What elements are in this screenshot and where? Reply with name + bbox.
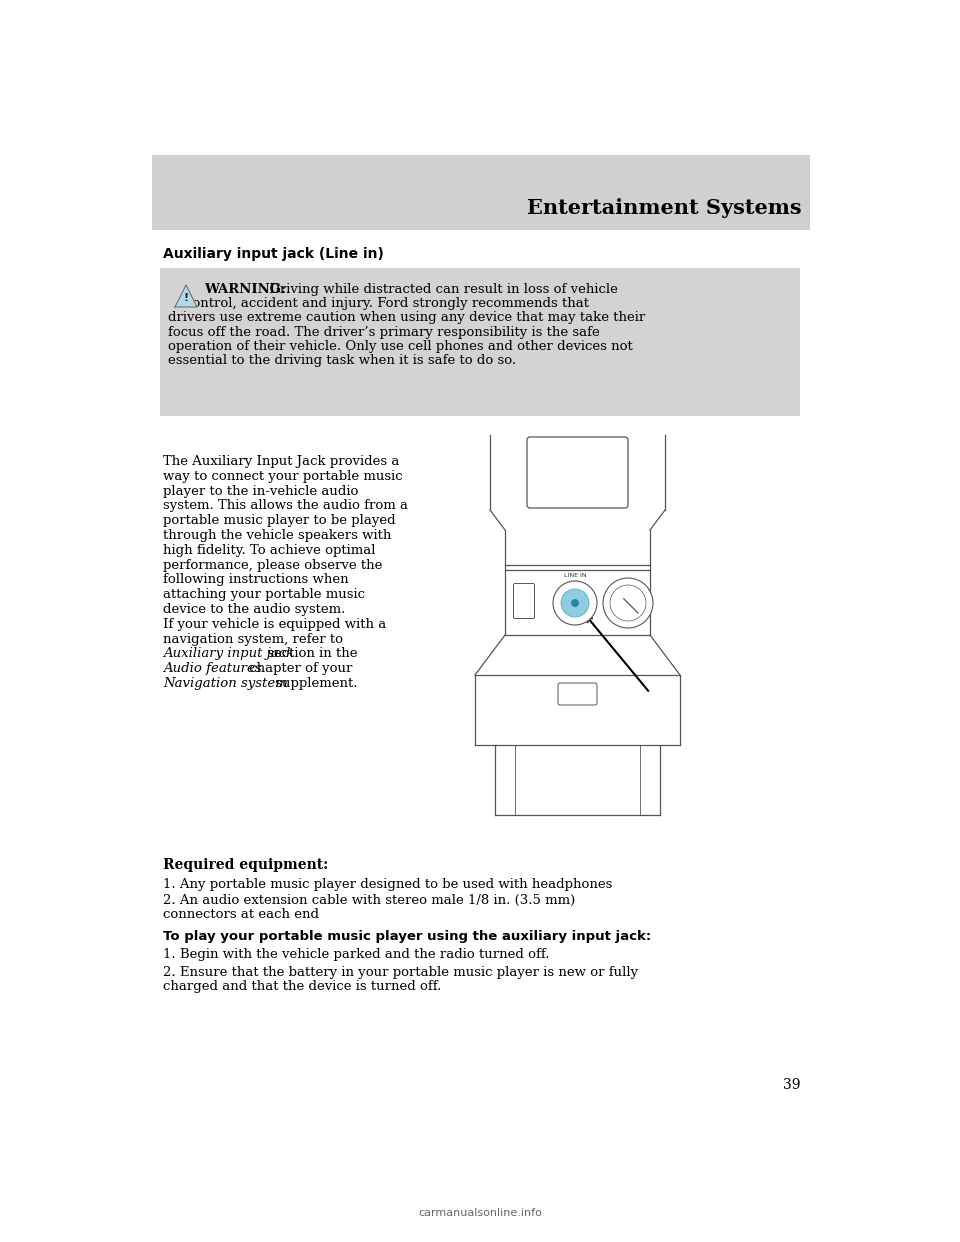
Text: Navigation system: Navigation system: [163, 677, 288, 691]
Text: charged and that the device is turned off.: charged and that the device is turned of…: [163, 980, 442, 994]
Text: portable music player to be played: portable music player to be played: [163, 514, 396, 527]
Text: 1. Begin with the vehicle parked and the radio turned off.: 1. Begin with the vehicle parked and the…: [163, 948, 549, 961]
Text: high fidelity. To achieve optimal: high fidelity. To achieve optimal: [163, 544, 375, 556]
Text: Driving while distracted can result in loss of vehicle: Driving while distracted can result in l…: [265, 283, 618, 296]
Text: focus off the road. The driver’s primary responsibility is the safe: focus off the road. The driver’s primary…: [168, 325, 600, 339]
Text: Audio features: Audio features: [163, 662, 262, 676]
Circle shape: [603, 578, 653, 628]
FancyBboxPatch shape: [558, 683, 597, 705]
Text: LINE IN: LINE IN: [564, 573, 587, 578]
Bar: [152, 155, 810, 230]
Text: system. This allows the audio from a: system. This allows the audio from a: [163, 499, 408, 513]
Circle shape: [571, 599, 579, 607]
Text: !: !: [183, 293, 188, 303]
Text: Auxiliary input jack: Auxiliary input jack: [163, 647, 294, 661]
Text: connectors at each end: connectors at each end: [163, 908, 319, 922]
Text: 2. An audio extension cable with stereo male 1/8 in. (3.5 mm): 2. An audio extension cable with stereo …: [163, 894, 575, 907]
Text: attaching your portable music: attaching your portable music: [163, 589, 365, 601]
Text: 39: 39: [782, 1078, 800, 1092]
Circle shape: [561, 589, 589, 617]
Polygon shape: [175, 284, 197, 307]
Text: operation of their vehicle. Only use cell phones and other devices not: operation of their vehicle. Only use cel…: [168, 340, 633, 353]
Text: Auxiliary input jack (Line in): Auxiliary input jack (Line in): [163, 247, 384, 261]
Text: player to the in-vehicle audio: player to the in-vehicle audio: [163, 484, 358, 498]
Text: chapter of your: chapter of your: [245, 662, 352, 676]
Text: through the vehicle speakers with: through the vehicle speakers with: [163, 529, 392, 542]
Text: navigation system, refer to: navigation system, refer to: [163, 632, 343, 646]
Circle shape: [553, 581, 597, 625]
FancyBboxPatch shape: [527, 437, 628, 508]
Text: essential to the driving task when it is safe to do so.: essential to the driving task when it is…: [168, 354, 516, 366]
Text: To play your portable music player using the auxiliary input jack:: To play your portable music player using…: [163, 930, 651, 943]
Text: following instructions when: following instructions when: [163, 574, 348, 586]
Text: way to connect your portable music: way to connect your portable music: [163, 469, 402, 483]
Text: control, accident and injury. Ford strongly recommends that: control, accident and injury. Ford stron…: [168, 297, 589, 310]
FancyBboxPatch shape: [514, 584, 535, 619]
Text: Entertainment Systems: Entertainment Systems: [527, 197, 802, 219]
Bar: [160, 268, 800, 416]
Text: device to the audio system.: device to the audio system.: [163, 604, 346, 616]
Text: performance, please observe the: performance, please observe the: [163, 559, 382, 571]
Circle shape: [610, 585, 646, 621]
Text: If your vehicle is equipped with a: If your vehicle is equipped with a: [163, 617, 386, 631]
Text: Required equipment:: Required equipment:: [163, 858, 328, 872]
Text: 2. Ensure that the battery in your portable music player is new or fully: 2. Ensure that the battery in your porta…: [163, 966, 638, 979]
Text: section in the: section in the: [263, 647, 357, 661]
Text: drivers use extreme caution when using any device that may take their: drivers use extreme caution when using a…: [168, 312, 645, 324]
Text: carmanualsonline.info: carmanualsonline.info: [418, 1208, 542, 1218]
Text: The Auxiliary Input Jack provides a: The Auxiliary Input Jack provides a: [163, 455, 399, 468]
Text: supplement.: supplement.: [271, 677, 357, 691]
Text: WARNING:: WARNING:: [204, 283, 286, 296]
Text: 1. Any portable music player designed to be used with headphones: 1. Any portable music player designed to…: [163, 878, 612, 891]
